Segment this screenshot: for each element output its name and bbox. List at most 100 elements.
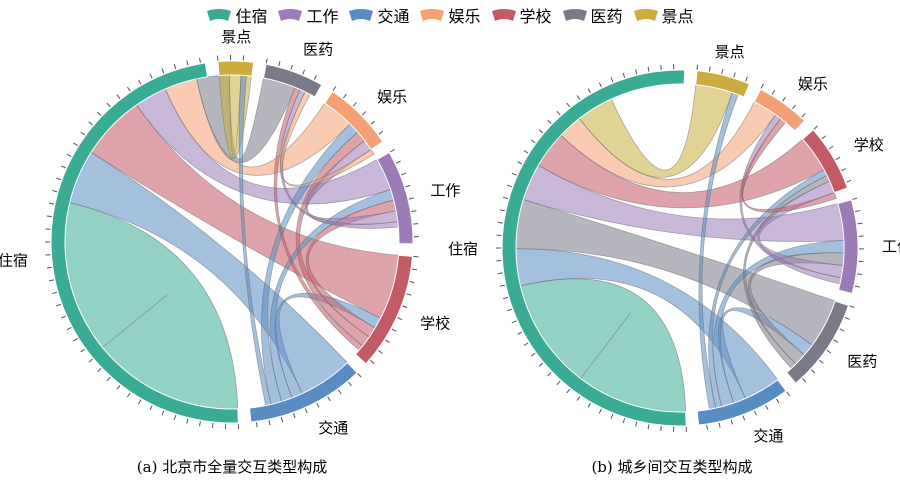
axis-tick [370,120,375,125]
axis-tick [347,381,352,387]
axis-tick [782,96,786,102]
axis-tick [106,102,111,108]
axis-tick [186,418,189,424]
group-arc [501,69,687,427]
legend-item[interactable]: 交通 [348,3,409,27]
axis-tick [173,414,177,421]
legend-item[interactable]: 工作 [277,3,338,27]
axis-tick [352,102,357,107]
group-arc [695,70,751,98]
axis-tick [598,408,602,414]
axis-tick [852,197,858,200]
axis-tick [566,102,571,108]
axis-tick [73,338,78,342]
legend-swatch-icon [562,9,587,21]
axis-tick [771,89,776,95]
axis-tick [186,60,189,66]
axis-tick [598,82,602,88]
axis-tick [302,69,306,75]
axis-tick [622,418,626,424]
axis-tick [397,317,403,321]
axis-tick [857,273,863,275]
axis-tick [80,348,86,353]
axis-tick [502,196,509,200]
axis-tick [538,362,544,367]
legend-label: 交通 [377,7,410,26]
axis-tick [556,380,561,386]
chord-ribbon [64,202,239,410]
axis-tick [411,268,417,271]
legend-item[interactable]: 景点 [633,3,694,27]
axis-tick [517,161,523,165]
group-label: 景点 [221,28,251,46]
legend-swatch-icon [207,9,232,21]
axis-tick [116,385,121,390]
axis-tick [819,359,824,364]
group-label: 医药 [303,41,333,59]
axis-tick [566,388,571,394]
axis-tick [88,358,93,363]
axis-tick [610,413,614,419]
legend-swatch-icon [349,9,374,21]
legend-item[interactable]: 娱乐 [419,3,481,27]
axis-tick [810,369,816,374]
axis-tick [400,172,407,176]
axis-tick [52,189,58,193]
group-label: 交通 [753,427,783,445]
legend-item[interactable]: 学校 [491,3,552,27]
legend-swatch-icon [491,9,516,21]
legend-item[interactable]: 住宿 [206,3,267,27]
axis-tick [265,58,268,64]
chart-legend: 住宿 工作 交通 娱乐 学校 医药 景点 [0,0,900,30]
axis-tick [833,339,839,343]
axis-tick [411,210,417,213]
axis-tick [342,93,347,99]
group-label: 交通 [318,419,348,437]
axis-tick [844,317,850,320]
axis-tick [730,419,733,425]
axis-tick [854,285,860,288]
axis-tick [337,389,342,395]
axis-tick [511,320,517,324]
axis-tick [66,153,72,157]
group-label: 工作 [882,237,900,255]
axis-tick [385,339,390,344]
axis-tick [502,296,509,300]
group-arc [837,199,859,295]
axis-tick [828,145,834,150]
axis-tick [647,424,650,430]
axis-tick [56,303,62,307]
axis-tick [745,76,748,82]
axis-tick [857,222,863,225]
legend-label: 景点 [661,7,694,26]
axis-tick [127,392,131,398]
axis-tick [855,210,861,213]
legend-label: 娱乐 [448,7,481,26]
axis-tick [127,86,131,92]
axis-tick [377,349,383,354]
axis-tick [660,425,662,432]
legend-swatch-icon [420,9,445,21]
axis-tick [255,422,258,428]
axis-tick [538,129,544,134]
legend-item[interactable]: 医药 [562,3,623,27]
axis-tick [173,63,177,70]
group-arc [354,254,413,365]
axis-tick [775,398,780,404]
axis-tick [846,179,852,183]
legend-swatch-icon [633,9,658,21]
axis-tick [278,61,281,67]
axis-tick [408,197,414,200]
axis-tick [211,422,214,429]
axis-tick [199,57,201,63]
legend-label: 医药 [590,7,623,26]
group-arc [785,300,850,384]
axis-tick [369,359,375,364]
group-arc [217,60,255,77]
axis-tick [742,415,746,421]
chord-chart-b: 住宿 景点娱乐学校工作医药交通(b) 城乡间交互类型构成 [448,43,900,476]
axis-tick [199,421,201,427]
axis-tick [499,284,506,287]
group-arc [801,129,849,194]
axis-tick [622,72,626,78]
